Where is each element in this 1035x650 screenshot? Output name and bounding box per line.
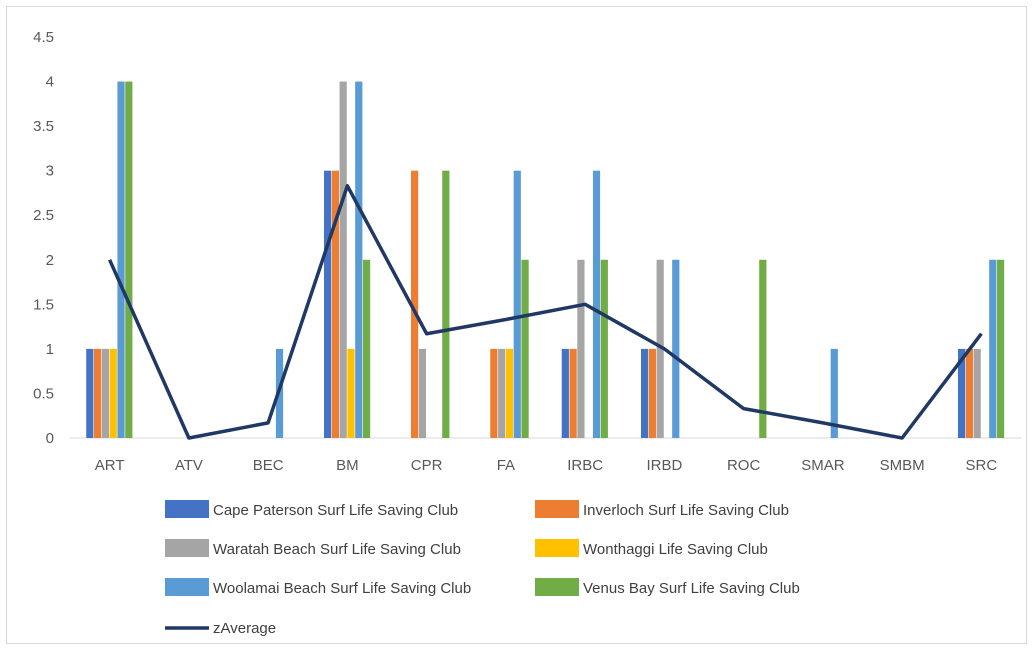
legend: Cape Paterson Surf Life Saving Club Inver… xyxy=(165,500,800,637)
bar xyxy=(759,259,767,438)
y-tick-label: 0.5 xyxy=(33,385,54,402)
bar xyxy=(490,348,498,438)
bar xyxy=(347,348,355,438)
bar xyxy=(355,81,363,439)
y-tick-label: 0 xyxy=(46,430,54,447)
bar xyxy=(561,348,569,438)
x-tick-label: BEC xyxy=(253,457,284,474)
y-tick-label: 1 xyxy=(46,341,54,358)
bar xyxy=(640,348,649,438)
bar xyxy=(656,259,664,438)
x-tick-label: BM xyxy=(336,457,359,474)
bar xyxy=(411,170,419,438)
bar xyxy=(101,348,110,438)
legend-label: zAverage xyxy=(213,620,276,637)
x-tick-label: SMAR xyxy=(801,457,845,474)
legend-label: Inverloch Surf Life Saving Club xyxy=(583,502,789,519)
zaverage-line xyxy=(108,184,983,440)
legend-label: Cape Paterson Surf Life Saving Club xyxy=(213,502,458,519)
legend-label: Venus Bay Surf Life Saving Club xyxy=(583,580,800,597)
bar xyxy=(498,348,506,438)
legend-label: Wonthaggi Life Saving Club xyxy=(583,541,768,558)
y-tick-label: 2.5 xyxy=(33,207,54,224)
legend-swatch xyxy=(535,500,579,518)
bar xyxy=(577,259,585,438)
bar xyxy=(323,170,332,438)
legend-swatch xyxy=(535,578,579,596)
legend-swatch xyxy=(535,539,579,557)
bar xyxy=(996,259,1005,438)
x-tick-label: ROC xyxy=(727,457,761,474)
bar xyxy=(109,348,117,438)
y-tick-label: 4 xyxy=(46,74,54,91)
y-tick-label: 3.5 xyxy=(33,118,54,135)
y-tick-label: 3 xyxy=(46,163,54,180)
bar xyxy=(125,81,133,439)
bar xyxy=(592,170,601,438)
bar xyxy=(86,348,94,438)
bar xyxy=(569,348,577,438)
bar xyxy=(94,348,102,438)
average-line-layer xyxy=(108,184,983,440)
legend-swatch xyxy=(165,539,209,557)
x-tick-label: SRC xyxy=(966,457,998,474)
x-tick-label: ATV xyxy=(175,457,203,474)
bar xyxy=(973,348,981,438)
x-tick-label: ART xyxy=(95,457,125,474)
bar xyxy=(331,170,339,438)
bar xyxy=(989,259,997,438)
bar xyxy=(521,259,529,438)
bar xyxy=(339,81,347,439)
bar xyxy=(117,81,125,439)
bar xyxy=(362,259,371,438)
x-tick-label: IRBD xyxy=(646,457,682,474)
axes: 0 0.5 1 1.5 2 2.5 3 3.5 4 4.5 ART ATV BEC BM CPR FA IRBC… xyxy=(33,29,1021,474)
bar xyxy=(418,348,427,438)
legend-swatch xyxy=(165,500,209,518)
x-tick-label: FA xyxy=(497,457,515,474)
y-tick-label: 4.5 xyxy=(33,29,54,46)
bar xyxy=(505,348,514,438)
legend-swatch xyxy=(165,578,209,596)
x-tick-label: SMBM xyxy=(880,457,925,474)
bar xyxy=(965,348,973,438)
y-tick-label: 2 xyxy=(46,252,54,269)
legend-label: Waratah Beach Surf Life Saving Club xyxy=(213,541,461,558)
legend-label: Woolamai Beach Surf Life Saving Club xyxy=(213,580,471,597)
bar xyxy=(600,259,608,438)
bar xyxy=(513,170,521,438)
bar xyxy=(648,348,656,438)
bar xyxy=(957,348,966,438)
bar xyxy=(442,170,450,438)
x-tick-label: CPR xyxy=(411,457,443,474)
bar xyxy=(672,259,680,438)
bars xyxy=(86,81,1005,439)
x-tick-label: IRBC xyxy=(567,457,603,474)
y-tick-label: 1.5 xyxy=(33,296,54,313)
bar xyxy=(830,348,838,438)
